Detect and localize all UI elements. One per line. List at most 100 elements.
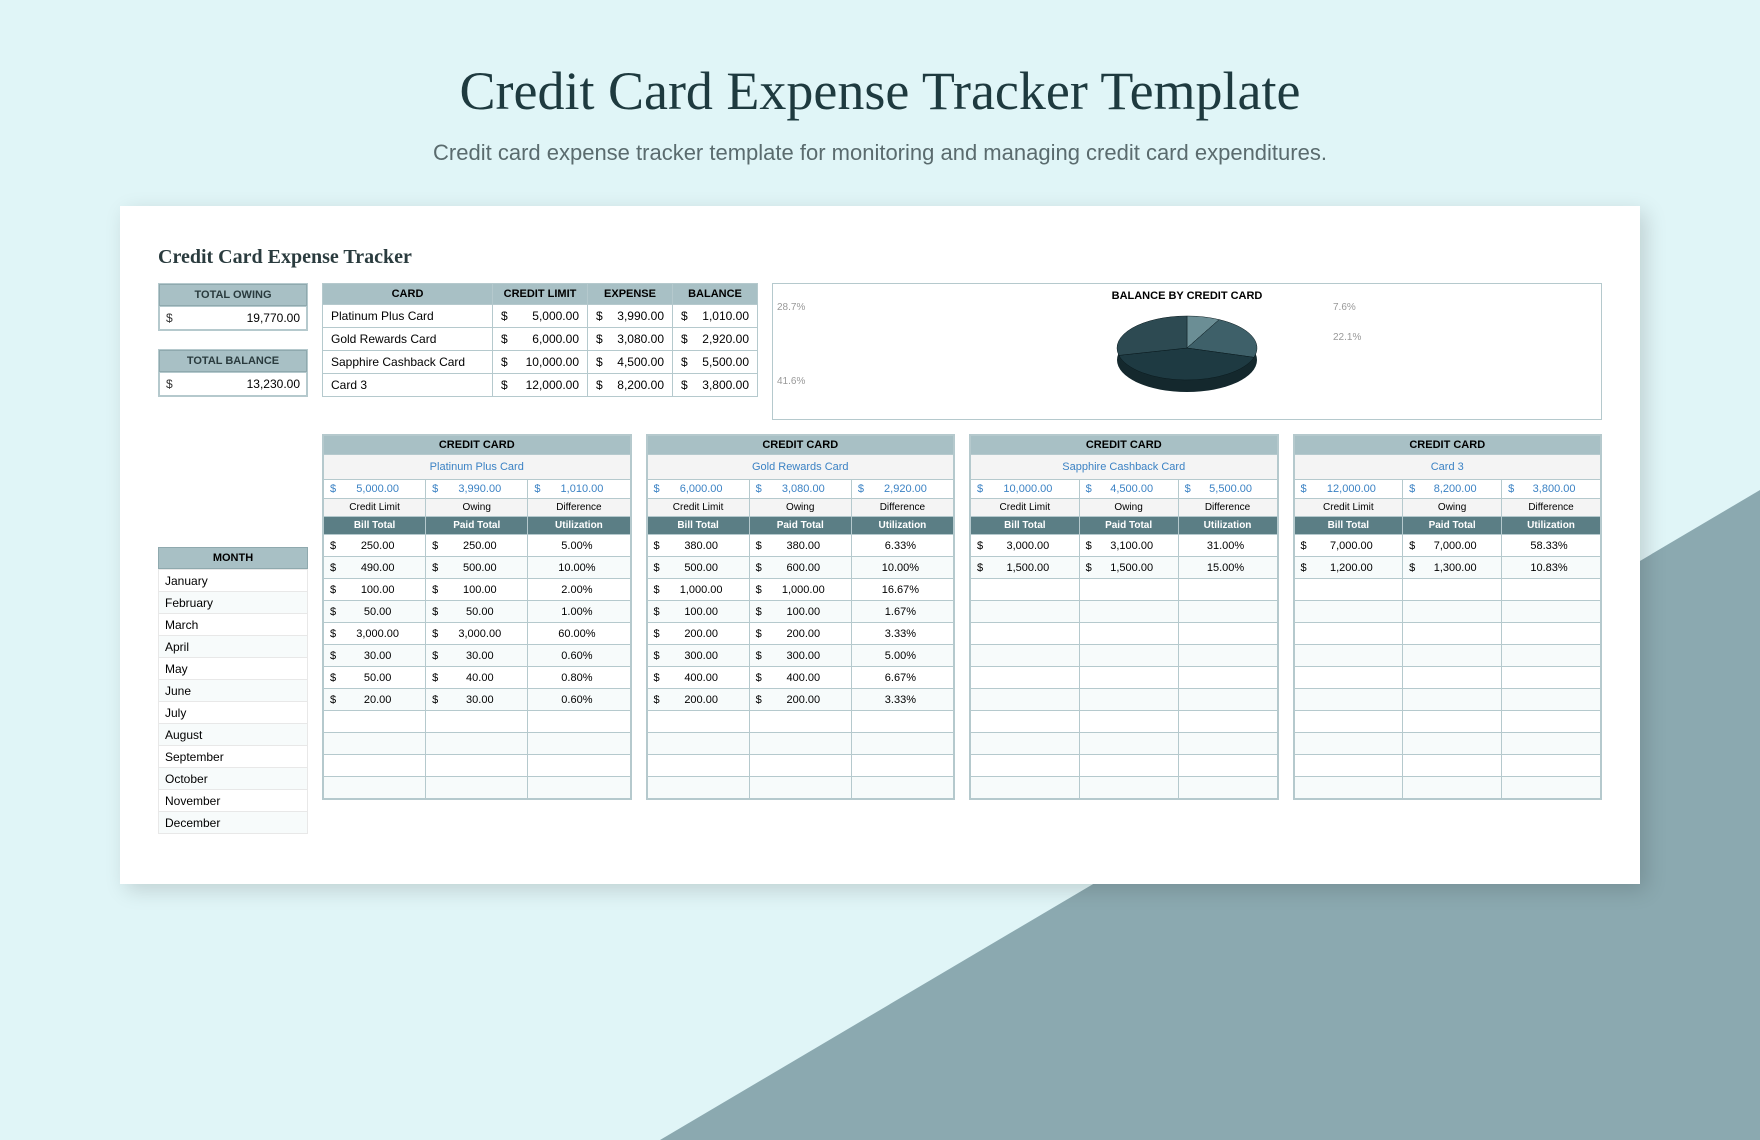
data-row: $200.00 $200.00 3.33% <box>647 689 954 711</box>
pct-label: 28.7% <box>777 302 805 313</box>
empty-row <box>324 711 631 733</box>
spreadsheet: Credit Card Expense Tracker TOTAL OWING … <box>120 206 1640 884</box>
data-row: $400.00 $400.00 6.67% <box>647 667 954 689</box>
empty-row <box>647 733 954 755</box>
col-limit: CREDIT LIMIT <box>493 284 588 305</box>
empty-row <box>971 623 1278 645</box>
data-row: $250.00 $250.00 5.00% <box>324 535 631 557</box>
card-header: CREDIT CARD <box>971 436 1278 455</box>
data-row: $1,200.00 $1,300.00 10.83% <box>1294 557 1601 579</box>
card-name: Card 3 <box>1294 455 1601 480</box>
empty-row <box>647 711 954 733</box>
chart-title: BALANCE BY CREDIT CARD <box>783 290 1591 302</box>
empty-row <box>1294 579 1601 601</box>
pct-label: 22.1% <box>1333 332 1361 343</box>
card-header: CREDIT CARD <box>647 436 954 455</box>
col-expense: EXPENSE <box>588 284 673 305</box>
empty-row <box>971 689 1278 711</box>
month-column: MONTH JanuaryFebruaryMarchAprilMayJuneJu… <box>158 434 308 834</box>
data-row: $20.00 $30.00 0.60% <box>324 689 631 711</box>
data-row: $380.00 $380.00 6.33% <box>647 535 954 557</box>
total-balance-box: TOTAL BALANCE $13,230.00 <box>158 349 308 397</box>
summary-row: Gold Rewards Card $6,000.00 $3,080.00 $2… <box>323 328 758 351</box>
card-col-headers: Bill TotalPaid TotalUtilization <box>1294 517 1601 535</box>
data-row: $490.00 $500.00 10.00% <box>324 557 631 579</box>
sheet-title: Credit Card Expense Tracker <box>158 246 1602 269</box>
card-block: CREDIT CARD Sapphire Cashback Card $10,0… <box>969 434 1279 800</box>
empty-row <box>971 755 1278 777</box>
summary-boxes: TOTAL OWING $19,770.00 TOTAL BALANCE $13… <box>158 283 308 397</box>
month-row: October <box>159 768 308 790</box>
empty-row <box>324 755 631 777</box>
card-col-headers: Bill TotalPaid TotalUtilization <box>971 517 1278 535</box>
card-block: CREDIT CARD Gold Rewards Card $6,000.00 … <box>646 434 956 800</box>
pct-label: 7.6% <box>1333 302 1356 313</box>
data-row: $1,000.00 $1,000.00 16.67% <box>647 579 954 601</box>
empty-row <box>1294 711 1601 733</box>
data-row: $7,000.00 $7,000.00 58.33% <box>1294 535 1601 557</box>
empty-row <box>1294 623 1601 645</box>
empty-row <box>647 777 954 799</box>
month-row: December <box>159 812 308 834</box>
data-row: $300.00 $300.00 5.00% <box>647 645 954 667</box>
empty-row <box>971 711 1278 733</box>
card-name: Gold Rewards Card <box>647 455 954 480</box>
card-sublabels: Credit LimitOwingDifference <box>1294 499 1601 517</box>
card-block: CREDIT CARD Platinum Plus Card $5,000.00… <box>322 434 632 800</box>
cards-summary-table: CARD CREDIT LIMIT EXPENSE BALANCE Platin… <box>322 283 758 397</box>
empty-row <box>971 579 1278 601</box>
total-owing-value: $19,770.00 <box>159 306 307 330</box>
card-col-headers: Bill TotalPaid TotalUtilization <box>647 517 954 535</box>
total-owing-box: TOTAL OWING $19,770.00 <box>158 283 308 331</box>
data-row: $200.00 $200.00 3.33% <box>647 623 954 645</box>
card-sublabels: Credit LimitOwingDifference <box>324 499 631 517</box>
card-header: CREDIT CARD <box>324 436 631 455</box>
card-col-headers: Bill TotalPaid TotalUtilization <box>324 517 631 535</box>
month-row: September <box>159 746 308 768</box>
month-row: August <box>159 724 308 746</box>
data-row: $3,000.00 $3,100.00 31.00% <box>971 535 1278 557</box>
data-row: $50.00 $50.00 1.00% <box>324 601 631 623</box>
month-row: March <box>159 614 308 636</box>
empty-row <box>647 755 954 777</box>
pct-label: 41.6% <box>777 376 805 387</box>
card-values: $5,000.00 $3,990.00 $1,010.00 <box>324 480 631 499</box>
card-values: $6,000.00 $3,080.00 $2,920.00 <box>647 480 954 499</box>
empty-row <box>1294 667 1601 689</box>
empty-row <box>971 777 1278 799</box>
empty-row <box>1294 733 1601 755</box>
empty-row <box>971 601 1278 623</box>
empty-row <box>324 733 631 755</box>
empty-row <box>1294 601 1601 623</box>
total-balance-label: TOTAL BALANCE <box>159 350 307 372</box>
col-balance: BALANCE <box>673 284 758 305</box>
card-block: CREDIT CARD Card 3 $12,000.00 $8,200.00 … <box>1293 434 1603 800</box>
pie-chart <box>783 306 1591 411</box>
month-row: May <box>159 658 308 680</box>
total-owing-label: TOTAL OWING <box>159 284 307 306</box>
page-subtitle: Credit card expense tracker template for… <box>120 140 1640 166</box>
empty-row <box>1294 755 1601 777</box>
card-sublabels: Credit LimitOwingDifference <box>647 499 954 517</box>
data-row: $1,500.00 $1,500.00 15.00% <box>971 557 1278 579</box>
month-row: July <box>159 702 308 724</box>
summary-row: Card 3 $12,000.00 $8,200.00 $3,800.00 <box>323 374 758 397</box>
card-sublabels: Credit LimitOwingDifference <box>971 499 1278 517</box>
page: Credit Card Expense Tracker Template Cre… <box>0 0 1760 884</box>
month-row: February <box>159 592 308 614</box>
card-name: Sapphire Cashback Card <box>971 455 1278 480</box>
card-values: $10,000.00 $4,500.00 $5,500.00 <box>971 480 1278 499</box>
total-balance-value: $13,230.00 <box>159 372 307 396</box>
data-row: $30.00 $30.00 0.60% <box>324 645 631 667</box>
month-row: April <box>159 636 308 658</box>
data-row: $100.00 $100.00 1.67% <box>647 601 954 623</box>
month-row: November <box>159 790 308 812</box>
month-header: MONTH <box>158 547 308 569</box>
empty-row <box>1294 645 1601 667</box>
data-row: $3,000.00 $3,000.00 60.00% <box>324 623 631 645</box>
card-name: Platinum Plus Card <box>324 455 631 480</box>
data-row: $100.00 $100.00 2.00% <box>324 579 631 601</box>
month-row: June <box>159 680 308 702</box>
card-values: $12,000.00 $8,200.00 $3,800.00 <box>1294 480 1601 499</box>
col-card: CARD <box>323 284 493 305</box>
